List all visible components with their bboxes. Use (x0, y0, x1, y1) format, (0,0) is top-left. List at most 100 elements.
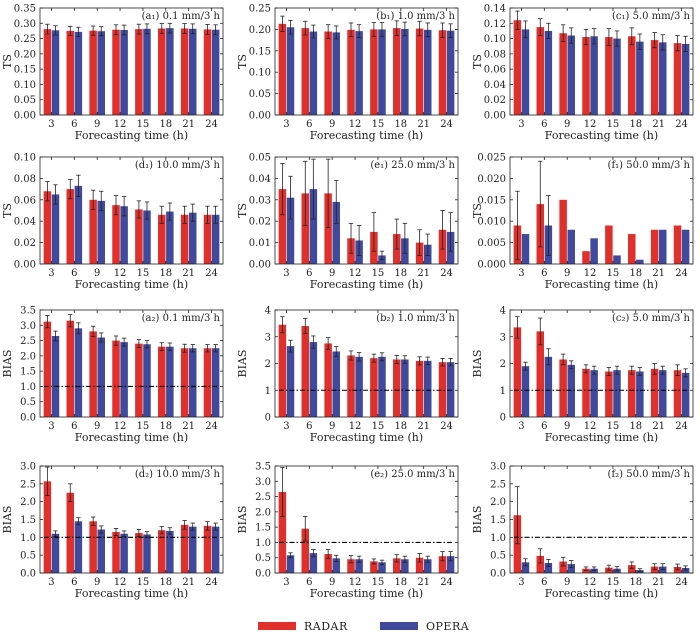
bar-a1-opera-9 (97, 31, 105, 116)
ytick-label-e2: 1.0 (255, 538, 271, 549)
ytick-label-e1: 0.02 (249, 217, 271, 228)
yaxis-label-f1: TS (471, 203, 484, 218)
bar-c1-opera-9 (567, 35, 575, 116)
bar-a1-radar-21 (180, 28, 189, 115)
xtick-label-a2: 24 (205, 421, 218, 432)
ytick-label-b2: 0 (265, 413, 271, 424)
xtick-label-b2: 9 (329, 421, 335, 432)
xaxis-label-c1: Forecasting time (h) (545, 129, 658, 142)
bar-a2-radar-24 (203, 348, 212, 417)
bar-a1-radar-15 (135, 29, 143, 116)
xtick-label-c1: 12 (584, 119, 597, 130)
xtick-label-c1: 3 (518, 119, 524, 130)
bar-d2-opera-21 (188, 526, 197, 573)
xaxis-label-e2: Forecasting time (h) (310, 587, 423, 600)
bar-a1-radar-9 (89, 30, 97, 116)
bar-d1-radar-24 (203, 214, 212, 264)
ytick-label-f2: 2.0 (490, 497, 506, 508)
bar-b2-opera-24 (446, 362, 455, 417)
ytick-label-c2: 2 (500, 359, 506, 370)
ytick-label-e1: 0.01 (249, 238, 271, 249)
ytick-label-f1: 0.005 (477, 238, 506, 249)
ytick-label-b2: 3 (265, 332, 271, 343)
bar-b1-radar-24 (438, 30, 447, 116)
bar-a1-opera-24 (211, 29, 220, 116)
bar-d1-opera-12 (120, 206, 128, 264)
panel-title-e2: (e₂) 25.0 mm/3 h (370, 469, 455, 480)
bar-b2-radar-21 (415, 360, 424, 417)
panel-b1: 0.00 0.05 0.10 0.15 0.20 0.25 3 6 9 12 15 18 21 24 For… (236, 4, 459, 142)
bar-c2-radar-24 (673, 370, 682, 417)
bar-c2-opera-6 (544, 356, 553, 417)
xtick-label-b1: 24 (440, 119, 453, 130)
xtick-label-a2: 6 (71, 421, 77, 432)
xtick-label-e1: 12 (349, 268, 362, 279)
bar-d2-opera-18 (166, 530, 174, 573)
legend-swatch-radar (258, 622, 296, 630)
ytick-label-a1: 0.30 (14, 19, 36, 30)
ytick-label-d2: 1.5 (20, 515, 36, 526)
ytick-label-b1: 0.10 (249, 68, 271, 79)
ytick-label-e1: 0.03 (249, 195, 271, 206)
xtick-label-b2: 15 (372, 421, 385, 432)
bar-b1-opera-12 (355, 31, 363, 115)
ytick-label-f2: 0.5 (490, 551, 506, 562)
bar-c2-opera-9 (567, 364, 575, 417)
xtick-label-b2: 6 (306, 421, 312, 432)
ytick-label-f1: 0.025 (477, 153, 506, 164)
panel-d1: 0.00 0.02 0.04 0.06 0.08 0.10 3 6 9 12 15 18 21 24 For… (1, 153, 224, 291)
ytick-label-a1: 0.05 (14, 95, 36, 106)
legend-label-radar: RADAR (304, 620, 348, 632)
bar-a2-opera-12 (120, 342, 128, 417)
ytick-label-a1: 0.25 (14, 34, 36, 45)
ytick-label-c1: 0.14 (484, 4, 506, 15)
xtick-label-e1: 24 (440, 268, 453, 279)
bar-e2-radar-9 (324, 554, 332, 573)
bar-a2-opera-18 (166, 346, 174, 417)
bar-a1-opera-15 (143, 28, 151, 115)
bar-c2-radar-12 (582, 368, 590, 417)
plot-frame-a2 (39, 309, 224, 418)
bar-c1-opera-18 (636, 41, 644, 115)
bar-a2-opera-6 (74, 328, 83, 417)
bar-a2-radar-15 (135, 343, 143, 417)
xtick-label-c2: 3 (518, 421, 524, 432)
xtick-label-a1: 6 (71, 119, 77, 130)
xtick-label-c2: 12 (584, 421, 597, 432)
ytick-label-c1: 0.02 (484, 95, 506, 106)
ytick-label-d2: 0.5 (20, 551, 36, 562)
bar-e2-radar-15 (370, 561, 378, 573)
bar-b2-opera-3 (286, 346, 295, 417)
ytick-label-c1: 0.04 (484, 80, 506, 91)
bar-c2-radar-21 (650, 368, 659, 417)
ytick-label-d2: 2.5 (20, 479, 36, 490)
bar-d2-opera-3 (51, 533, 60, 573)
bar-b1-radar-6 (301, 28, 310, 116)
ytick-label-f2: 3.0 (490, 462, 506, 473)
bar-c1-radar-12 (582, 37, 590, 115)
ytick-label-f2: 1.5 (490, 515, 506, 526)
xtick-label-c1: 6 (541, 119, 547, 130)
xtick-label-c2: 6 (541, 421, 547, 432)
ytick-label-f2: 1.0 (490, 533, 506, 544)
ytick-label-c1: 0.12 (484, 19, 506, 30)
xtick-label-f2: 9 (564, 577, 570, 588)
bar-f1-opera-3 (521, 234, 530, 264)
bar-d1-radar-9 (89, 199, 97, 264)
bar-b1-opera-6 (309, 31, 318, 115)
bar-e2-opera-6 (309, 553, 318, 573)
ytick-label-c2: 1 (500, 386, 506, 397)
xtick-label-d1: 15 (137, 268, 150, 279)
bar-b1-opera-18 (401, 28, 409, 115)
xtick-label-c1: 24 (675, 119, 688, 130)
ytick-label-d1: 0.00 (14, 260, 36, 271)
bar-d2-opera-15 (143, 534, 151, 573)
ytick-label-d1: 0.08 (14, 174, 36, 185)
xtick-label-e1: 15 (372, 268, 385, 279)
bar-f1-opera-18 (636, 259, 644, 264)
ytick-label-e2: 1.5 (255, 523, 271, 534)
bar-e2-radar-18 (393, 558, 401, 573)
bar-b1-opera-24 (446, 30, 455, 116)
xtick-label-f1: 9 (564, 268, 570, 279)
